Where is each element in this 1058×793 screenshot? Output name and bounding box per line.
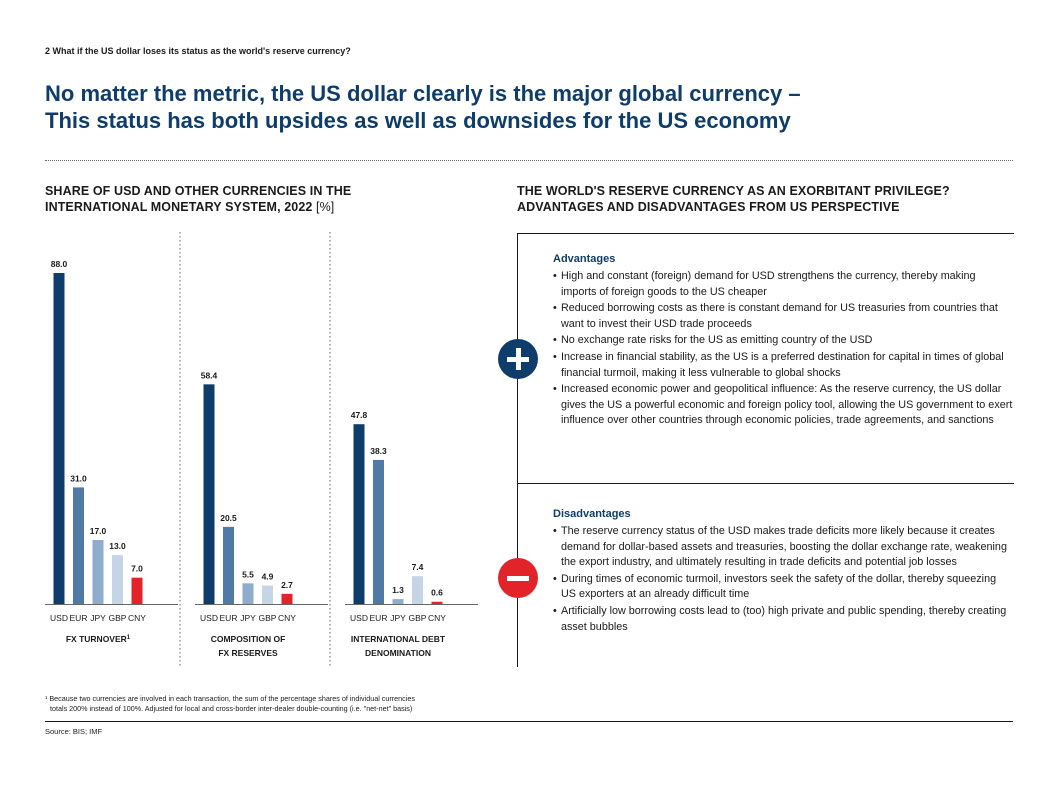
tick-label: USD xyxy=(350,613,368,623)
tick-label: EUR xyxy=(220,613,238,623)
bar-jpy xyxy=(392,599,404,604)
bar-usd xyxy=(53,273,65,604)
tick-label: GBP xyxy=(409,613,427,623)
list-item: Artificially low borrowing costs lead to… xyxy=(553,604,1013,635)
bar-cny xyxy=(431,601,443,604)
bar-cny xyxy=(131,577,143,604)
source-note: Source: BIS; IMF xyxy=(45,727,103,736)
panel-label: FX TURNOVER1 xyxy=(66,634,131,644)
pros-cons-panel: Advantages High and constant (foreign) d… xyxy=(498,233,1014,667)
tick-label: CNY xyxy=(428,613,446,623)
chart-title-line2: INTERNATIONAL MONETARY SYSTEM, 2022 xyxy=(45,200,313,214)
list-item: No exchange rate risks for the US as emi… xyxy=(553,333,1013,349)
page-title-line1: No matter the metric, the US dollar clea… xyxy=(45,81,801,106)
dotted-divider xyxy=(45,160,1013,161)
tick-label: EUR xyxy=(70,613,88,623)
list-item: High and constant (foreign) demand for U… xyxy=(553,269,1013,300)
data-label: 38.3 xyxy=(370,446,387,456)
data-label: 1.3 xyxy=(392,585,404,595)
tick-label: JPY xyxy=(90,613,106,623)
tick-label: CNY xyxy=(278,613,296,623)
list-item: Reduced borrowing costs as there is cons… xyxy=(553,301,1013,332)
bar-chart: 88.0 USD 31.0 EUR 17.0 JPY 13.0 GBP 7.0 CNY FX TUR… xyxy=(45,232,478,666)
bar-cny xyxy=(281,593,293,604)
data-label: 47.8 xyxy=(351,410,368,420)
disadvantages-heading: Disadvantages xyxy=(553,508,631,520)
bar-eur xyxy=(73,487,84,604)
plus-circle-icon xyxy=(498,339,538,379)
chart-title: SHARE OF USD AND OTHER CURRENCIES IN THE… xyxy=(45,183,351,215)
footnote-line1: ¹ Because two currencies are involved in… xyxy=(45,694,415,703)
panel-label: INTERNATIONAL DEBT xyxy=(351,634,446,644)
page-title-line2: This status has both upsides as well as … xyxy=(45,108,791,133)
tick-label: GBP xyxy=(259,613,277,623)
panel-label: DENOMINATION xyxy=(365,648,431,658)
data-label: 17.0 xyxy=(90,526,107,536)
panel-title: THE WORLD'S RESERVE CURRENCY AS AN EXORB… xyxy=(517,183,950,215)
bar-gbp xyxy=(262,585,273,604)
data-label: 4.9 xyxy=(262,572,274,582)
panel-top-rule xyxy=(518,233,1014,234)
data-label: 7.0 xyxy=(131,564,143,574)
bottom-rule xyxy=(45,721,1013,722)
bar-jpy xyxy=(242,583,254,604)
panel-title-line2: ADVANTAGES AND DISADVANTAGES FROM US PER… xyxy=(517,200,900,214)
footnote-line2: totals 200% instead of 100%. Adjusted fo… xyxy=(50,703,413,713)
list-item: During times of economic turmoil, invest… xyxy=(553,572,1013,603)
panel-title-line1: THE WORLD'S RESERVE CURRENCY AS AN EXORB… xyxy=(517,184,950,198)
page-header: 2 What if the US dollar loses its status… xyxy=(45,46,351,56)
bar-eur xyxy=(223,526,234,604)
chart-title-unit: [%] xyxy=(316,200,335,214)
data-label: 58.4 xyxy=(201,370,218,380)
data-label: 20.5 xyxy=(220,513,237,523)
list-item: Increased economic power and geopolitica… xyxy=(553,382,1013,429)
bar-usd xyxy=(353,424,365,604)
data-label: 7.4 xyxy=(412,562,424,572)
bar-jpy xyxy=(92,540,104,604)
bar-eur xyxy=(373,459,384,604)
bar-gbp xyxy=(112,555,123,604)
tick-label: CNY xyxy=(128,613,146,623)
advantages-section: Advantages High and constant (foreign) d… xyxy=(553,253,1013,430)
data-label: 2.7 xyxy=(281,580,293,590)
data-label: 31.0 xyxy=(70,473,87,483)
bar-gbp xyxy=(412,576,423,604)
tick-label: GBP xyxy=(109,613,127,623)
panel-label: COMPOSITION OF xyxy=(211,634,286,644)
data-label: 88.0 xyxy=(51,259,68,269)
minus-circle-icon xyxy=(498,558,538,598)
list-item: The reserve currency status of the USD m… xyxy=(553,524,1013,571)
advantages-heading: Advantages xyxy=(553,253,616,265)
panel-mid-rule xyxy=(518,483,1014,484)
bar-usd xyxy=(203,384,215,604)
disadvantages-section: Disadvantages The reserve currency statu… xyxy=(553,508,1013,636)
disadvantages-list: The reserve currency status of the USD m… xyxy=(553,524,1013,635)
panel-label: FX RESERVES xyxy=(218,648,278,658)
page-title: No matter the metric, the US dollar clea… xyxy=(45,80,1005,134)
tick-label: USD xyxy=(200,613,218,623)
tick-label: EUR xyxy=(370,613,388,623)
data-label: 13.0 xyxy=(109,541,126,551)
list-item: Increase in financial stability, as the … xyxy=(553,350,1013,381)
advantages-list: High and constant (foreign) demand for U… xyxy=(553,269,1013,429)
tick-label: JPY xyxy=(390,613,406,623)
footnote-marker: 1 xyxy=(127,635,131,641)
chart-title-line1: SHARE OF USD AND OTHER CURRENCIES IN THE xyxy=(45,184,352,198)
footnote: ¹ Because two currencies are involved in… xyxy=(45,694,565,713)
tick-label: JPY xyxy=(240,613,256,623)
tick-label: USD xyxy=(50,613,68,623)
data-label: 0.6 xyxy=(431,588,443,598)
data-label: 5.5 xyxy=(242,569,254,579)
